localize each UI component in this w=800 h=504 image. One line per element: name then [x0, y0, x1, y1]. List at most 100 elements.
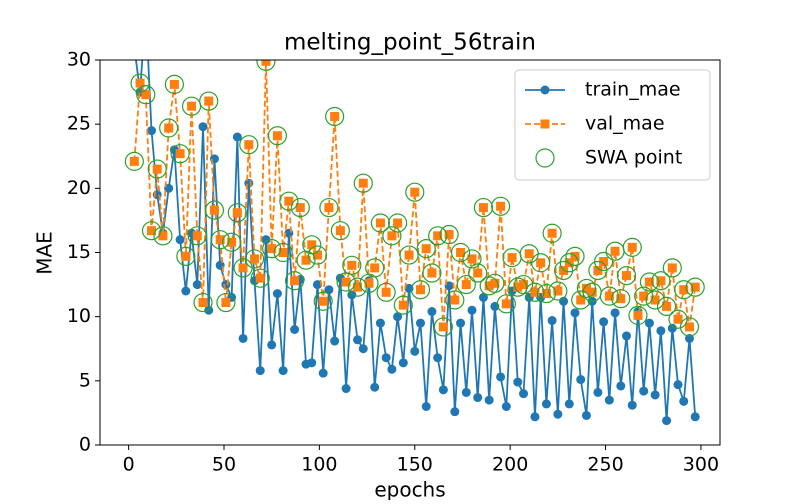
marker: [433, 353, 443, 363]
marker: [381, 287, 391, 297]
marker: [319, 197, 339, 218]
marker: [376, 282, 396, 302]
y-tick-label: 25: [67, 113, 91, 135]
marker: [439, 224, 459, 245]
marker: [559, 253, 579, 273]
marker: [347, 260, 357, 270]
marker: [273, 242, 293, 263]
marker: [433, 231, 443, 241]
marker: [674, 280, 694, 300]
marker: [422, 263, 442, 283]
marker: [181, 286, 191, 296]
y-tick-label: 5: [79, 369, 91, 391]
marker: [530, 412, 540, 422]
x-tick-label: 250: [587, 454, 623, 476]
marker: [393, 218, 403, 228]
marker: [164, 123, 174, 133]
marker: [341, 277, 351, 287]
marker: [622, 271, 632, 281]
marker: [610, 308, 620, 318]
marker: [301, 255, 311, 265]
y-tick-label: 15: [67, 241, 91, 263]
marker: [593, 387, 603, 397]
marker: [358, 178, 368, 188]
marker: [467, 305, 477, 315]
marker: [141, 221, 162, 241]
marker: [176, 246, 196, 266]
marker: [616, 266, 637, 286]
marker: [513, 282, 523, 292]
marker: [347, 277, 368, 297]
marker: [496, 294, 516, 314]
marker: [473, 393, 483, 403]
marker: [381, 353, 391, 363]
x-tick-label: 300: [683, 454, 719, 476]
marker: [130, 73, 150, 93]
marker: [209, 205, 219, 215]
marker: [485, 273, 505, 293]
marker: [170, 144, 190, 164]
marker: [611, 289, 631, 309]
marker: [341, 384, 351, 394]
marker: [227, 203, 247, 223]
marker: [141, 90, 151, 100]
marker: [261, 235, 271, 245]
marker: [307, 245, 328, 265]
marker: [193, 292, 213, 313]
marker: [330, 111, 340, 121]
legend-box: [514, 69, 711, 181]
marker: [238, 333, 248, 343]
marker: [540, 85, 550, 95]
marker: [216, 292, 236, 313]
marker: [232, 208, 242, 218]
marker: [456, 318, 466, 328]
marker: [564, 399, 574, 409]
marker: [250, 254, 260, 264]
marker: [365, 258, 385, 278]
marker: [215, 235, 225, 245]
marker: [501, 402, 511, 411]
marker: [404, 250, 414, 260]
marker: [295, 203, 305, 213]
marker: [244, 178, 254, 188]
marker: [353, 173, 373, 193]
y-tick-label: 0: [79, 434, 91, 456]
marker: [594, 251, 614, 272]
marker: [199, 91, 219, 111]
marker: [662, 258, 682, 278]
marker: [627, 242, 637, 252]
marker: [136, 85, 156, 105]
marker: [398, 300, 408, 310]
marker: [158, 231, 168, 241]
marker: [398, 358, 408, 368]
y-tick-label: 20: [67, 177, 91, 199]
marker: [496, 372, 506, 382]
marker: [450, 295, 460, 305]
marker: [462, 249, 482, 269]
marker: [513, 274, 534, 295]
marker: [540, 119, 550, 129]
marker: [662, 416, 672, 426]
marker: [330, 336, 340, 346]
marker: [668, 309, 688, 329]
marker: [198, 122, 208, 132]
marker: [267, 244, 277, 254]
marker: [410, 280, 431, 300]
marker: [175, 235, 185, 245]
marker: [382, 226, 402, 246]
marker: [478, 292, 488, 302]
marker: [375, 318, 385, 328]
marker: [244, 140, 254, 150]
marker: [187, 101, 197, 111]
marker: [553, 286, 563, 296]
marker: [232, 132, 242, 142]
marker: [290, 197, 310, 218]
marker: [169, 79, 179, 89]
marker: [519, 280, 529, 290]
marker: [313, 291, 333, 311]
marker: [256, 60, 276, 71]
marker: [445, 290, 465, 310]
chart-title: melting_point_56train: [284, 30, 536, 56]
marker: [541, 289, 551, 299]
marker: [284, 271, 305, 291]
